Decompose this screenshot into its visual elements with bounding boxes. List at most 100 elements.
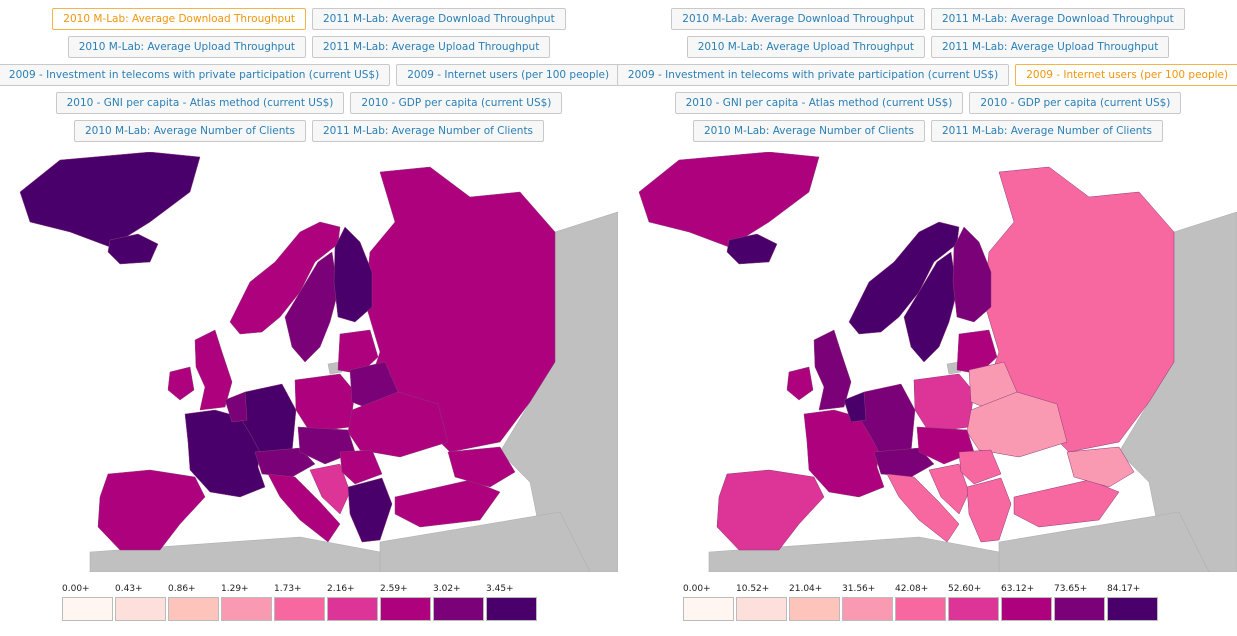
- legend-item: 84.17+: [1107, 582, 1160, 621]
- legend-label: 0.43+: [115, 584, 143, 594]
- indicator-button[interactable]: 2009 - Internet users (per 100 people): [1015, 64, 1237, 86]
- legend-item: 10.52+: [736, 582, 789, 621]
- country-finland[interactable]: [952, 226, 992, 323]
- left-legend: 0.00+ 0.43+ 0.86+ 1.29+ 1.73+ 2.16+ 2.59+ 3.02+…: [62, 582, 539, 621]
- country-caucasus[interactable]: [1066, 446, 1135, 488]
- legend-item: 73.65+: [1054, 582, 1107, 621]
- legend-swatch: [168, 597, 219, 621]
- legend-swatch: [1107, 597, 1158, 621]
- country-ukraine[interactable]: [966, 391, 1068, 458]
- indicator-button[interactable]: 2010 M-Lab: Average Number of Clients: [73, 120, 306, 142]
- legend-swatch: [948, 597, 999, 621]
- country-alps[interactable]: [873, 447, 935, 478]
- indicator-button[interactable]: 2010 - GDP per capita (current US$): [350, 92, 563, 114]
- indicator-button[interactable]: 2011 M-Lab: Average Upload Throughput: [931, 36, 1170, 58]
- indicator-button[interactable]: 2010 M-Lab: Average Download Throughput: [52, 8, 306, 30]
- legend-label: 52.60+: [948, 584, 982, 594]
- country-greenland[interactable]: [638, 152, 820, 248]
- legend-item: 52.60+: [948, 582, 1001, 621]
- legend-swatch: [62, 597, 113, 621]
- legend-swatch: [221, 597, 272, 621]
- legend-swatch: [736, 597, 787, 621]
- country-benelux[interactable]: [843, 391, 867, 423]
- country-iberia[interactable]: [97, 469, 206, 551]
- country-italy[interactable]: [267, 473, 341, 543]
- legend-label: 0.00+: [62, 584, 90, 594]
- country-benelux[interactable]: [224, 391, 248, 423]
- legend-item: 42.08+: [895, 582, 948, 621]
- legend-swatch: [115, 597, 166, 621]
- legend-swatch: [327, 597, 378, 621]
- legend-swatch: [433, 597, 484, 621]
- button-row: 2010 - GNI per capita - Atlas method (cu…: [0, 92, 618, 114]
- button-row: 2010 M-Lab: Average Download Throughput 2…: [619, 8, 1237, 30]
- country-balkans[interactable]: [309, 463, 351, 515]
- left-map-panel: 2010 M-Lab: Average Download Throughput 2…: [0, 0, 621, 636]
- country-ireland[interactable]: [167, 366, 195, 401]
- legend-label: 2.59+: [380, 584, 408, 594]
- legend-swatch: [380, 597, 431, 621]
- left-choropleth-map: [0, 152, 618, 572]
- country-bulgaria-greece[interactable]: [347, 477, 393, 543]
- country-iceland[interactable]: [107, 233, 159, 265]
- indicator-button[interactable]: 2010 - GDP per capita (current US$): [969, 92, 1182, 114]
- north-africa-landmass: [89, 536, 381, 572]
- country-sweden[interactable]: [903, 251, 958, 363]
- legend-item: 0.43+: [115, 582, 168, 621]
- indicator-button[interactable]: 2010 - GNI per capita - Atlas method (cu…: [55, 92, 345, 114]
- north-africa-landmass: [708, 536, 1000, 572]
- country-uk[interactable]: [813, 329, 852, 411]
- country-balkans[interactable]: [928, 463, 970, 515]
- legend-label: 21.04+: [789, 584, 823, 594]
- button-row: 2010 - GNI per capita - Atlas method (cu…: [619, 92, 1237, 114]
- legend-item: 0.00+: [62, 582, 115, 621]
- legend-label: 0.00+: [683, 584, 711, 594]
- right-map-panel: 2010 M-Lab: Average Download Throughput 2…: [616, 0, 1237, 636]
- right-choropleth-map: [619, 152, 1237, 572]
- legend-item: 63.12+: [1001, 582, 1054, 621]
- country-greenland[interactable]: [19, 152, 201, 248]
- indicator-button[interactable]: 2011 M-Lab: Average Download Throughput: [312, 8, 566, 30]
- indicator-button[interactable]: 2011 M-Lab: Average Number of Clients: [931, 120, 1164, 142]
- country-ireland[interactable]: [786, 366, 814, 401]
- indicator-button[interactable]: 2011 M-Lab: Average Download Throughput: [931, 8, 1185, 30]
- country-ukraine[interactable]: [347, 391, 449, 458]
- country-romania[interactable]: [958, 449, 1002, 485]
- country-iberia[interactable]: [716, 469, 825, 551]
- legend-swatch: [842, 597, 893, 621]
- country-caucasus[interactable]: [447, 446, 516, 488]
- country-romania[interactable]: [339, 449, 383, 485]
- legend-swatch: [486, 597, 537, 621]
- country-bulgaria-greece[interactable]: [966, 477, 1012, 543]
- legend-item: 0.86+: [168, 582, 221, 621]
- indicator-button[interactable]: 2011 M-Lab: Average Upload Throughput: [312, 36, 551, 58]
- legend-swatch: [789, 597, 840, 621]
- country-italy[interactable]: [886, 473, 960, 543]
- right-legend: 0.00+ 10.52+ 21.04+ 31.56+ 42.08+ 52.60+ 63.12…: [683, 582, 1160, 621]
- indicator-button[interactable]: 2010 M-Lab: Average Upload Throughput: [686, 36, 925, 58]
- legend-item: 21.04+: [789, 582, 842, 621]
- legend-swatch: [274, 597, 325, 621]
- indicator-button[interactable]: 2011 M-Lab: Average Number of Clients: [312, 120, 545, 142]
- legend-item: 2.16+: [327, 582, 380, 621]
- legend-item: 3.45+: [486, 582, 539, 621]
- indicator-button[interactable]: 2009 - Investment in telecoms with priva…: [0, 64, 391, 86]
- indicator-button[interactable]: 2010 M-Lab: Average Download Throughput: [671, 8, 925, 30]
- legend-label: 84.17+: [1107, 584, 1141, 594]
- legend-item: 1.29+: [221, 582, 274, 621]
- indicator-button[interactable]: 2009 - Investment in telecoms with priva…: [616, 64, 1010, 86]
- indicator-button[interactable]: 2010 - GNI per capita - Atlas method (cu…: [674, 92, 964, 114]
- country-alps[interactable]: [254, 447, 316, 478]
- country-uk[interactable]: [194, 329, 233, 411]
- indicator-button[interactable]: 2009 - Internet users (per 100 people): [396, 64, 621, 86]
- button-row: 2009 - Investment in telecoms with priva…: [0, 64, 621, 86]
- indicator-button[interactable]: 2010 M-Lab: Average Number of Clients: [692, 120, 925, 142]
- country-iceland[interactable]: [726, 233, 778, 265]
- country-sweden[interactable]: [284, 251, 339, 363]
- legend-label: 31.56+: [842, 584, 876, 594]
- button-row: 2010 M-Lab: Average Upload Throughput 201…: [0, 36, 618, 58]
- indicator-button[interactable]: 2010 M-Lab: Average Upload Throughput: [67, 36, 306, 58]
- legend-item: 2.59+: [380, 582, 433, 621]
- legend-item: 1.73+: [274, 582, 327, 621]
- country-finland[interactable]: [333, 226, 373, 323]
